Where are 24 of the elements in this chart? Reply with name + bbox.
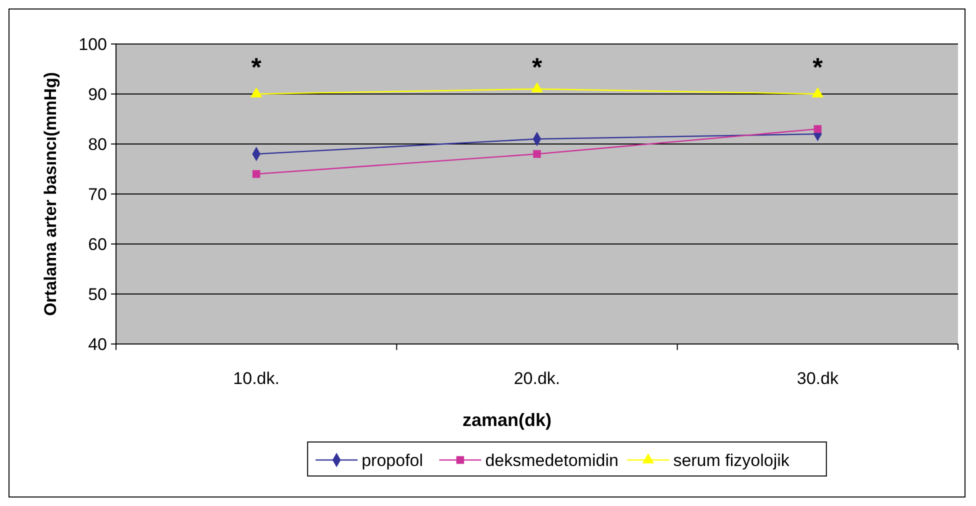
legend-label: deksmedetomidin xyxy=(485,450,618,470)
legend-label: propofol xyxy=(362,450,424,470)
y-tick-label: 80 xyxy=(88,134,107,154)
point xyxy=(533,150,541,158)
x-tick-label: 20.dk. xyxy=(514,369,560,388)
y-tick-label: 90 xyxy=(88,84,107,104)
y-tick-label: 70 xyxy=(88,184,107,204)
point xyxy=(531,82,543,92)
y-tick-label: 40 xyxy=(88,334,107,354)
annotation: * xyxy=(532,52,543,82)
y-tick-label: 50 xyxy=(88,284,107,304)
point xyxy=(250,87,262,98)
x-axis-title: zaman(dk) xyxy=(462,410,552,430)
legend-label: serum fizyolojik xyxy=(673,450,790,470)
point xyxy=(252,170,260,178)
point xyxy=(812,87,824,98)
annotation: * xyxy=(812,52,824,82)
y-tick-label: 60 xyxy=(88,234,107,254)
y-axis-title: Ortalama arter basıncı(mmHg) xyxy=(41,72,60,316)
x-tick-label: 10.dk. xyxy=(233,369,280,388)
point xyxy=(814,125,822,133)
x-tick-label: 30.dk xyxy=(796,369,839,388)
y-tick-label: 100 xyxy=(78,34,107,54)
annotation: * xyxy=(251,52,262,82)
